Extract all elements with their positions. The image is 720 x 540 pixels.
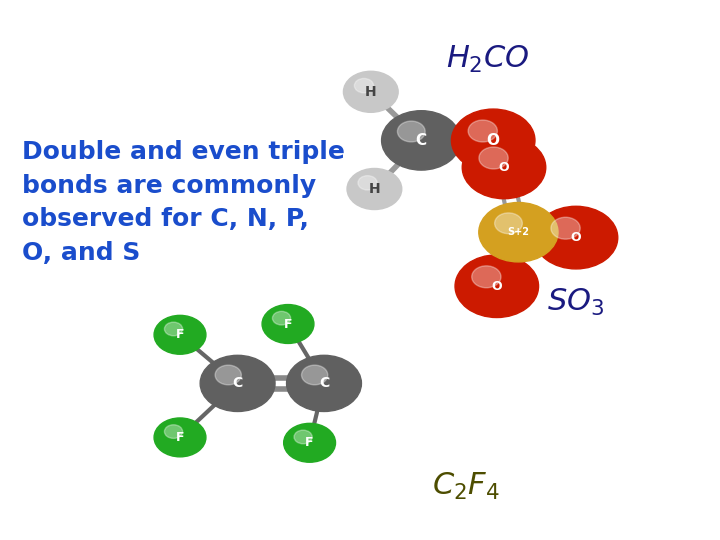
- Circle shape: [551, 217, 580, 239]
- Circle shape: [472, 266, 501, 288]
- Circle shape: [451, 109, 535, 172]
- Text: C: C: [319, 376, 329, 390]
- Text: O: O: [499, 161, 509, 174]
- Text: C: C: [233, 376, 243, 390]
- Circle shape: [358, 176, 377, 190]
- Circle shape: [495, 213, 522, 234]
- Circle shape: [294, 430, 312, 444]
- Text: $SO_3$: $SO_3$: [547, 287, 605, 318]
- Circle shape: [302, 365, 328, 385]
- Text: F: F: [176, 431, 184, 444]
- Circle shape: [455, 255, 539, 318]
- Circle shape: [468, 120, 498, 142]
- Circle shape: [200, 355, 275, 411]
- Text: S+2: S+2: [508, 227, 529, 237]
- Circle shape: [397, 121, 425, 142]
- Text: $H_2CO$: $H_2CO$: [446, 44, 530, 75]
- Circle shape: [534, 206, 618, 269]
- Circle shape: [154, 315, 206, 354]
- Text: $C_2F_4$: $C_2F_4$: [432, 470, 500, 502]
- Text: C: C: [415, 133, 427, 148]
- Circle shape: [284, 423, 336, 462]
- Circle shape: [287, 355, 361, 411]
- Circle shape: [215, 365, 241, 385]
- Circle shape: [164, 425, 183, 438]
- Circle shape: [382, 111, 461, 170]
- Text: O: O: [571, 231, 581, 244]
- Text: O: O: [492, 280, 502, 293]
- Circle shape: [479, 202, 558, 262]
- Text: F: F: [176, 328, 184, 341]
- Text: H: H: [365, 85, 377, 99]
- Text: F: F: [284, 318, 292, 330]
- Circle shape: [479, 147, 508, 169]
- Circle shape: [347, 168, 402, 210]
- Text: H: H: [369, 182, 380, 196]
- Text: Double and even triple
bonds are commonly
observed for C, N, P,
O, and S: Double and even triple bonds are commonl…: [22, 140, 344, 265]
- Text: O: O: [487, 133, 500, 148]
- Circle shape: [154, 418, 206, 457]
- Text: F: F: [305, 436, 314, 449]
- Circle shape: [354, 78, 374, 93]
- Circle shape: [343, 71, 398, 112]
- Circle shape: [262, 305, 314, 343]
- Circle shape: [272, 312, 291, 325]
- Circle shape: [164, 322, 183, 336]
- Circle shape: [462, 136, 546, 199]
